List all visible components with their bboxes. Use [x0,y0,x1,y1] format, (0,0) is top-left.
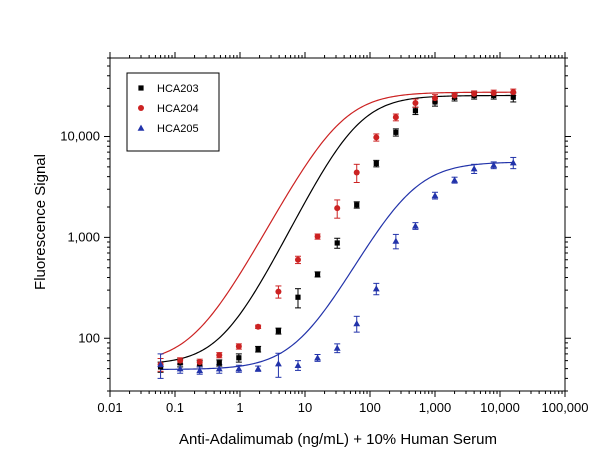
x-tick-label: 1 [236,400,243,415]
data-point-hca203 [510,94,516,100]
x-tick-label: 0.1 [166,400,184,415]
data-point-hca203 [295,294,301,300]
legend: HCA203 HCA204 HCA205 [126,72,220,152]
x-axis-title: Anti-Adalimumab (ng/mL) + 10% Human Seru… [179,431,497,448]
plot-border [109,57,566,392]
data-points [157,89,517,374]
data-point-hca203 [432,99,438,105]
data-point-hca205 [490,161,498,168]
data-point-hca204 [177,357,184,364]
x-tick-label: 10 [298,400,312,415]
data-point-hca205 [509,159,517,166]
legend-label-hca204: HCA204 [157,103,199,115]
data-point-hca205 [392,237,400,244]
x-tick-label: 100,000 [542,400,589,415]
data-point-hca203 [393,129,399,135]
data-point-hca204 [294,256,301,263]
data-point-hca203 [354,202,360,208]
data-point-hca205 [157,361,164,368]
data-point-hca204 [353,169,360,176]
data-point-hca204 [432,95,438,102]
data-point-hca203 [216,360,222,366]
data-point-hca204 [412,99,419,106]
data-point-hca204 [334,205,341,212]
y-axis-title: Fluorescence Signal [32,154,49,290]
data-point-hca205 [196,367,204,374]
data-point-hca204 [451,92,458,99]
legend-label-hca205: HCA205 [157,123,199,135]
data-point-hca204 [510,89,517,96]
data-point-hca203 [373,160,379,167]
data-point-hca203 [412,108,419,114]
data-point-hca204 [216,352,223,359]
x-tick-label: 100 [359,400,381,415]
data-point-hca205 [333,344,341,351]
y-tick-label: 10,000 [60,128,100,143]
data-point-hca205 [353,320,361,327]
data-point-hca204 [471,90,478,97]
data-point-hca205 [176,365,184,372]
data-point-hca203 [334,240,340,246]
x-tick-label: 0.01 [97,400,122,415]
x-tick-label: 1,000 [419,400,452,415]
data-point-hca205 [235,365,243,372]
data-point-hca203 [236,355,242,361]
data-point-hca205 [254,365,262,372]
fit-curve-hca205 [160,161,514,370]
data-point-hca204 [392,114,399,121]
legend-label-hca203: HCA203 [157,83,199,95]
data-point-hca203 [255,346,261,352]
data-point-hca205 [372,285,380,292]
y-axis: 100 1,000 10,000 [60,57,571,392]
data-point-hca203 [314,271,321,277]
y-tick-label: 1,000 [67,229,100,244]
data-point-hca205 [215,365,223,372]
plot-frame [109,57,566,392]
data-point-hca204 [255,323,262,330]
data-point-hca204 [196,359,203,366]
data-point-hca205 [470,165,478,172]
legend-marker-hca203 [138,85,144,91]
legend-marker-hca204 [138,105,144,111]
y-tick-label: 100 [78,330,100,345]
data-point-hca205 [412,222,419,229]
x-tick-label: 10,000 [480,400,520,415]
legend-marker-hca205 [137,124,145,131]
data-point-hca205 [431,192,439,199]
data-point-hca204 [314,233,321,240]
data-point-hca204 [373,134,380,141]
data-point-hca205 [275,360,282,367]
data-point-hca203 [275,328,282,334]
data-point-hca205 [294,361,302,368]
data-point-hca205 [451,176,458,183]
data-point-hca204 [275,288,282,295]
x-axis: 0.01 0.1 1 10 100 1,000 10,000 100,000 [97,52,589,415]
data-point-hca205 [314,354,321,361]
data-point-hca204 [235,343,242,350]
data-point-hca204 [490,89,497,96]
